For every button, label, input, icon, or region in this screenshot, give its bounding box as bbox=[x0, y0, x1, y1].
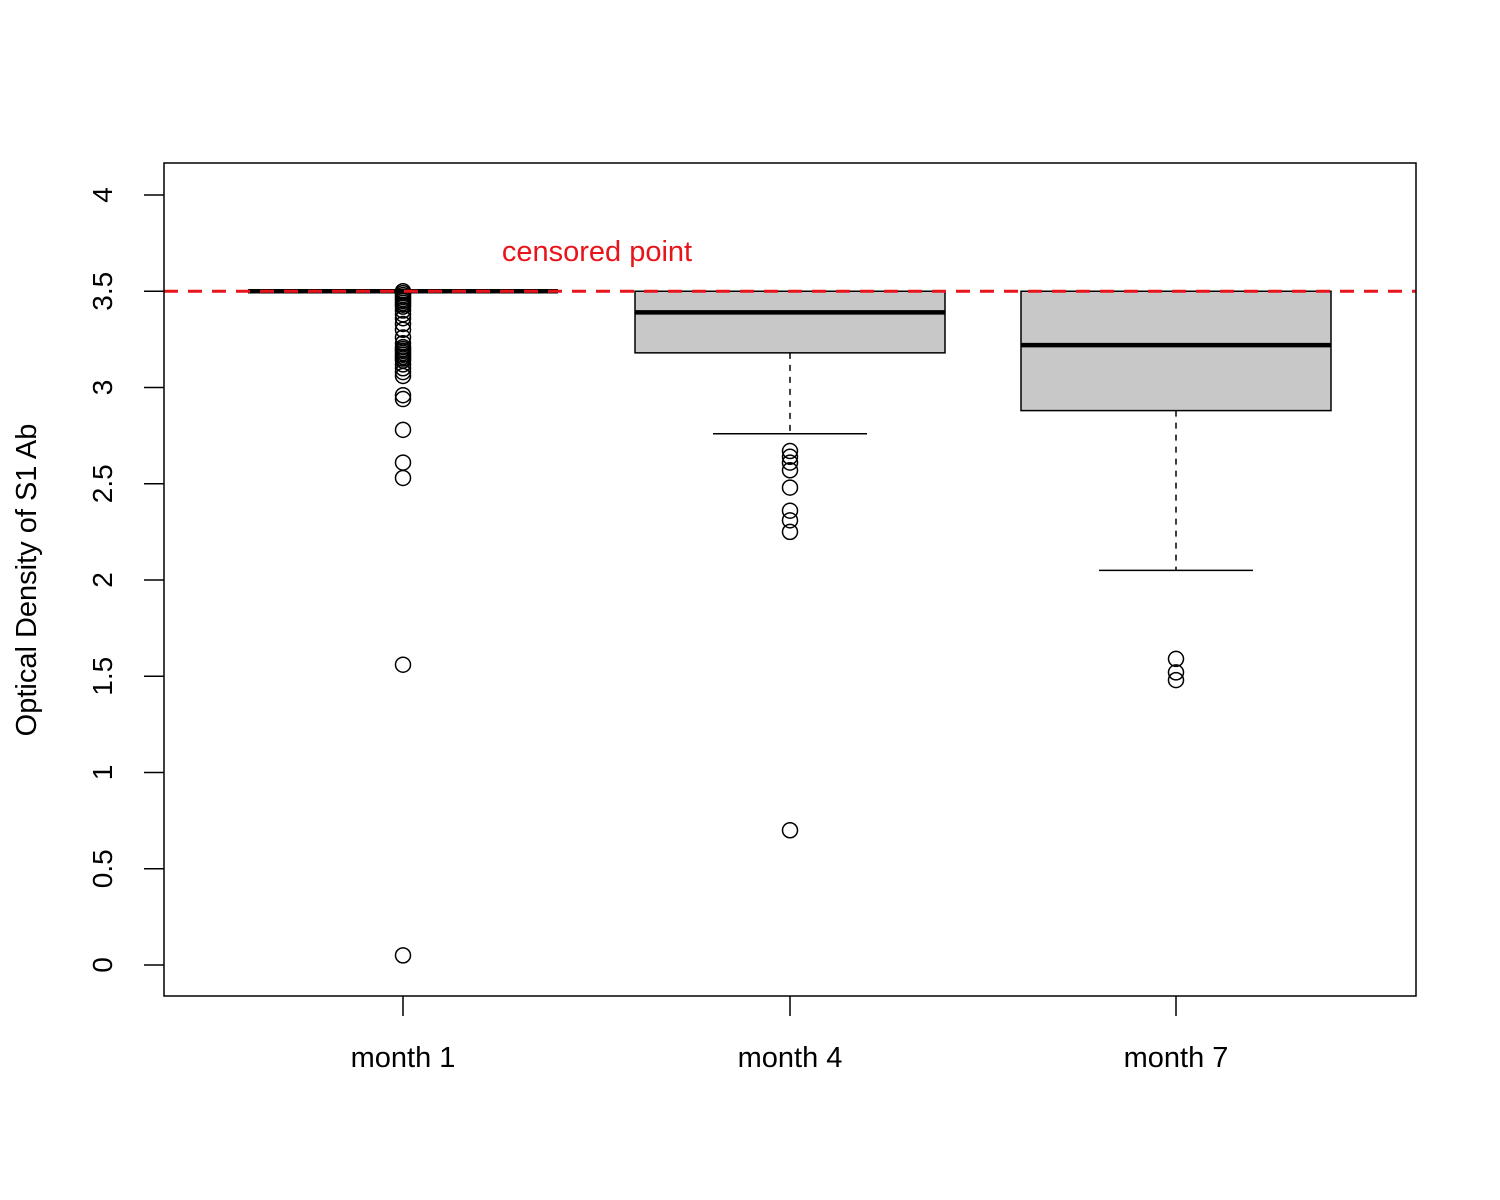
outlier-point bbox=[781, 454, 799, 471]
outlier-point bbox=[781, 822, 799, 839]
outlier-point bbox=[394, 367, 412, 385]
x-tick-label: month 4 bbox=[738, 1042, 843, 1074]
y-tick-label: 1.5 bbox=[87, 657, 118, 696]
box-rect bbox=[1020, 290, 1332, 412]
outlier-point bbox=[394, 386, 412, 404]
outlier-point bbox=[394, 947, 412, 964]
y-tick-label: 2.5 bbox=[87, 464, 118, 503]
outlier-point bbox=[394, 356, 412, 373]
outlier-point bbox=[394, 315, 412, 333]
outlier-point bbox=[394, 390, 412, 408]
outlier-point bbox=[781, 523, 799, 541]
x-tick-label: month 7 bbox=[1124, 1042, 1229, 1074]
outlier-point bbox=[1167, 664, 1185, 681]
y-tick-label: 3.5 bbox=[87, 272, 118, 311]
outlier-point bbox=[394, 421, 412, 439]
outlier-point bbox=[781, 502, 799, 519]
outlier-point bbox=[781, 512, 799, 529]
outlier-point bbox=[394, 363, 412, 381]
outlier-point bbox=[781, 479, 799, 496]
outlier-point bbox=[781, 448, 799, 466]
outlier-point bbox=[394, 302, 412, 319]
box-rect bbox=[634, 290, 946, 354]
x-tick-label: month 1 bbox=[351, 1042, 456, 1074]
box-month-1 bbox=[248, 283, 558, 964]
y-tick-label: 2 bbox=[87, 572, 118, 588]
outlier-point bbox=[781, 462, 799, 479]
outlier-point bbox=[781, 442, 799, 460]
y-tick-label: 3 bbox=[87, 380, 118, 396]
x-axis: month 1 month 4 month 7 bbox=[351, 996, 1229, 1074]
box-month-4 bbox=[634, 290, 946, 839]
y-axis-label: Optical Density of S1 Ab bbox=[11, 424, 43, 737]
outlier-point bbox=[394, 298, 412, 315]
outlier-point bbox=[394, 656, 412, 673]
y-tick-label: 0 bbox=[87, 957, 118, 973]
y-tick-label: 4 bbox=[87, 187, 118, 203]
outlier-point bbox=[394, 469, 412, 487]
outlier-point bbox=[394, 309, 412, 327]
outlier-point bbox=[394, 360, 412, 377]
censored-point-label: censored point bbox=[502, 236, 692, 268]
outlier-point bbox=[1167, 650, 1185, 668]
outlier-point bbox=[394, 454, 412, 471]
y-tick-label: 0.5 bbox=[87, 849, 118, 888]
outlier-point bbox=[1167, 671, 1185, 689]
box-month-7 bbox=[1020, 290, 1332, 689]
y-axis: 0 0.5 1 1.5 2 2.5 3 3.5 4 bbox=[87, 187, 164, 973]
boxes bbox=[248, 283, 1332, 964]
plot-frame bbox=[163, 162, 1417, 997]
y-tick-label: 1 bbox=[87, 765, 118, 781]
outlier-point bbox=[394, 321, 412, 338]
